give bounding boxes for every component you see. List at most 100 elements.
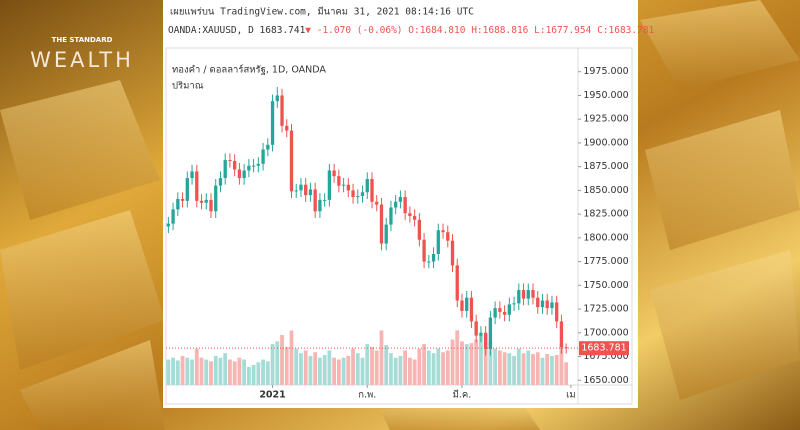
last-price-label: 1683.781 (581, 343, 626, 354)
candle-body (465, 297, 469, 311)
candle-body (455, 265, 459, 301)
symbol: OANDA:XAUUSD, D (168, 25, 254, 36)
volume-bar (407, 357, 412, 385)
candle-body (356, 196, 360, 198)
candle-body (289, 130, 294, 192)
y-tick-label: 1925.000 (583, 114, 628, 125)
candle-body (304, 184, 308, 196)
candle-body (394, 201, 398, 208)
volume-bar (242, 359, 247, 385)
candle-body (346, 184, 350, 191)
candle-body (441, 230, 445, 233)
y-tick-label: 1850.000 (583, 185, 628, 196)
volume-bar (531, 354, 535, 385)
candle-body (526, 290, 530, 299)
volume-bar (374, 350, 379, 385)
y-tick-label: 1875.000 (583, 161, 628, 172)
volume-bar (346, 355, 351, 385)
candle-body (521, 290, 526, 299)
volume-bar (393, 357, 398, 385)
volume-bar (232, 361, 237, 385)
candle-body (322, 199, 327, 201)
volume-bar (251, 365, 256, 385)
published-note: เผยแพร่บน TradingView.com, มีนาคม 31, 20… (170, 6, 474, 18)
volume-bar (497, 350, 502, 385)
y-tick-label: 1675.000 (583, 351, 628, 362)
volume-bar (431, 353, 436, 385)
candle-body (266, 144, 270, 150)
volume-bar (550, 355, 554, 385)
volume-bar (436, 348, 441, 385)
candle-body (564, 347, 568, 349)
volume-bar (554, 355, 559, 385)
volume-bar (256, 362, 261, 385)
candle-body (536, 297, 540, 308)
candle-body (166, 223, 171, 227)
last-value: 1683.741 (260, 25, 306, 36)
candle-body (555, 302, 559, 322)
change: ▼ -1.070 (-0.06%) (305, 25, 402, 36)
candle-body (365, 179, 369, 193)
volume-bar (299, 353, 303, 385)
volume-bar (469, 343, 474, 385)
candle-body (261, 149, 265, 164)
candle-body (446, 232, 450, 241)
volume-bar (564, 362, 569, 385)
volume-bar (488, 341, 493, 385)
y-tick-label: 1975.000 (583, 66, 628, 77)
volume-bar (516, 348, 521, 385)
candle-body (427, 261, 431, 263)
candle-body (422, 239, 426, 262)
volume-bar (540, 357, 545, 385)
y-tick-label: 1800.000 (583, 232, 628, 243)
volume-bar (412, 359, 417, 385)
candle-body (403, 197, 407, 214)
candle-body (185, 178, 189, 201)
volume-bar (318, 357, 322, 385)
candle-body (190, 171, 194, 179)
candle-body (559, 321, 564, 348)
volume-bar (180, 355, 185, 385)
volume-bar (483, 335, 488, 385)
volume-bar (502, 352, 507, 385)
candle-body (460, 300, 464, 311)
volume-bar (384, 345, 389, 385)
plot-frame (165, 47, 633, 405)
candle-body (351, 190, 355, 198)
candle-body (237, 169, 242, 179)
candle-body (469, 297, 474, 322)
candle-body (270, 101, 275, 145)
candle-body (498, 308, 502, 312)
x-tick-label: 2021 (259, 390, 285, 401)
candle-body (370, 179, 374, 202)
candle-body (384, 224, 388, 244)
volume-bar (403, 350, 408, 385)
volume-bar (332, 357, 337, 385)
candle-body (517, 290, 521, 304)
series-title: ทองคำ / ดอลลาร์สหรัฐ, 1D, OANDA (172, 64, 326, 76)
candle-body (228, 160, 232, 162)
candle-body (204, 199, 208, 203)
volume-bar (199, 357, 204, 385)
y-tick-label: 1700.000 (583, 327, 628, 338)
candle-body (379, 204, 384, 244)
volume-bar (370, 346, 374, 385)
candle-body (214, 185, 218, 212)
volume-bar (313, 352, 318, 385)
quote-line: OANDA:XAUUSD, D 1683.741▼ -1.070 (-0.06%… (168, 25, 655, 36)
volume-bar (280, 335, 284, 385)
volume-bar (479, 335, 483, 385)
volume-bar (507, 353, 512, 385)
volume-bar (545, 354, 550, 385)
y-tick-label: 1950.000 (583, 90, 628, 101)
volume-bar (223, 353, 228, 385)
volume-bar (213, 355, 218, 385)
volume-bar (450, 339, 455, 385)
volume-bar (426, 350, 431, 385)
volume-bar (270, 344, 275, 385)
volume-bar (275, 341, 280, 385)
volume-bar (526, 350, 531, 385)
volume-bar (474, 339, 479, 385)
volume-bar (265, 361, 270, 385)
volume-bar (261, 359, 265, 385)
